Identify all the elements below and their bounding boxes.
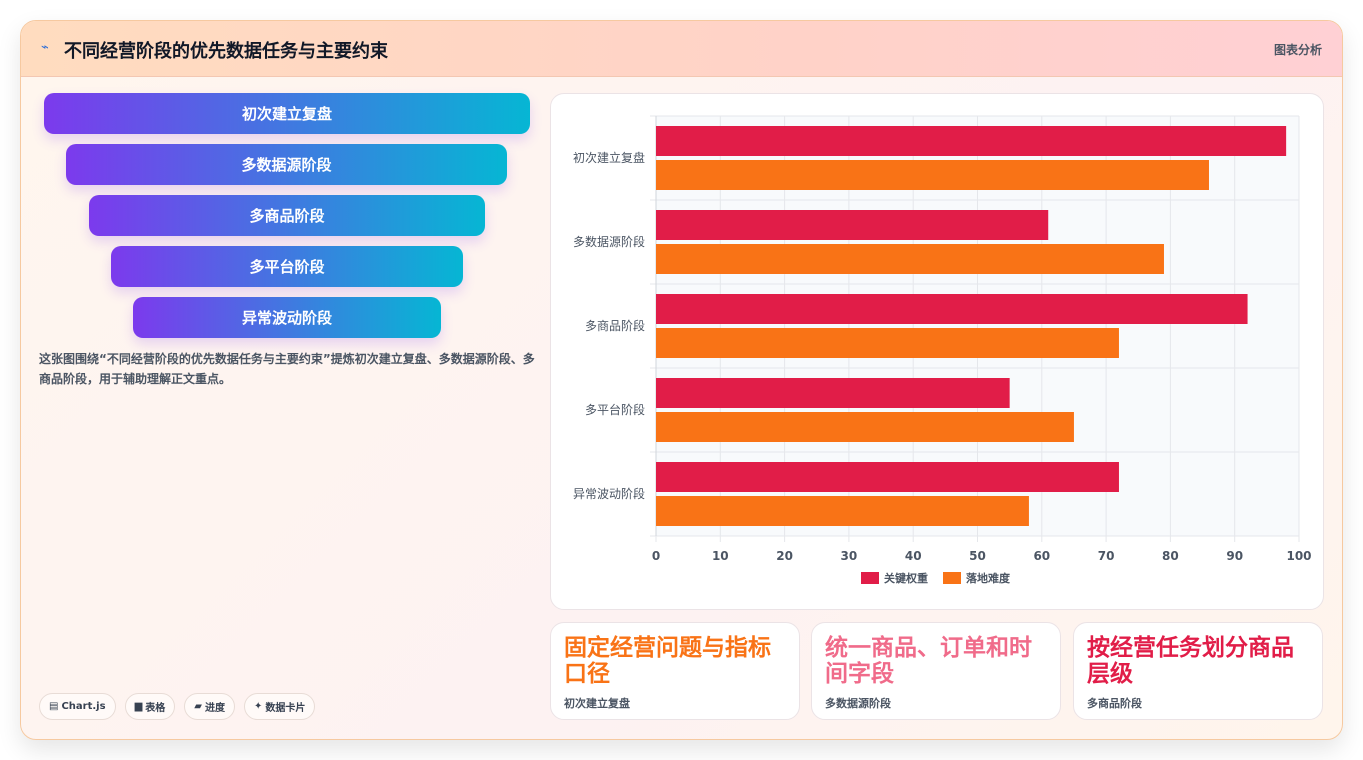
y-tick-label: 初次建立复盘 xyxy=(573,150,645,165)
feature-chips: ▤ Chart.js ▆ 表格 ▰ 进度 ✦ 数据卡片 xyxy=(39,693,316,720)
bar xyxy=(656,294,1248,324)
y-tick-label: 多平台阶段 xyxy=(585,402,645,417)
funnel-step: 初次建立复盘 xyxy=(44,93,530,134)
chart-icon: ▤ xyxy=(49,701,59,712)
main-card: ⌁ 不同经营阶段的优先数据任务与主要约束 图表分析 初次建立复盘 多数据源阶段 … xyxy=(20,20,1343,740)
funnel-step: 多数据源阶段 xyxy=(66,144,507,185)
sparkle-icon: ✦ xyxy=(253,701,263,712)
progress-icon: ▰ xyxy=(194,701,202,712)
chip-data-card[interactable]: ✦ 数据卡片 xyxy=(243,693,316,720)
stat-card-title: 固定经营问题与指标口径 xyxy=(564,635,771,687)
x-tick-label: 70 xyxy=(1098,549,1115,563)
stat-card-subtitle: 多数据源阶段 xyxy=(825,697,891,710)
bar xyxy=(656,412,1074,442)
y-tick-label: 多数据源阶段 xyxy=(573,234,645,249)
header: ⌁ 不同经营阶段的优先数据任务与主要约束 图表分析 xyxy=(21,21,1342,77)
chip-label: 数据卡片 xyxy=(265,703,306,714)
y-tick-label: 异常波动阶段 xyxy=(573,486,645,501)
legend-label: 关键权重 xyxy=(884,571,928,585)
description: 这张图围绕“不同经营阶段的优先数据任务与主要约束”提炼初次建立复盘、多数据源阶段… xyxy=(39,352,535,386)
bar xyxy=(656,328,1119,358)
chip-label: 表格 xyxy=(145,703,166,714)
legend-swatch xyxy=(861,572,879,584)
funnel-step: 异常波动阶段 xyxy=(133,297,441,338)
legend-swatch xyxy=(943,572,961,584)
bar xyxy=(656,244,1164,274)
bar xyxy=(656,496,1029,526)
bar xyxy=(656,160,1209,190)
x-tick-label: 40 xyxy=(905,549,922,563)
stat-card: 统一商品、订单和时间字段 多数据源阶段 xyxy=(811,622,1061,720)
stat-card-subtitle: 多商品阶段 xyxy=(1087,697,1142,710)
chip-label: 进度 xyxy=(204,703,225,714)
stat-card: 按经营任务划分商品层级 多商品阶段 xyxy=(1073,622,1323,720)
x-tick-label: 60 xyxy=(1033,549,1050,563)
x-tick-label: 0 xyxy=(652,549,660,563)
chart-panel: 0 10 20 30 40 50 60 70 80 90 100 初次建立复盘 多数据源阶段多商品阶段多… xyxy=(550,93,1324,610)
x-tick-label: 10 xyxy=(712,549,729,563)
x-tick-label: 20 xyxy=(776,549,793,563)
bar-chart: 0 10 20 30 40 50 60 70 80 90 100 初次建立复盘多数据源阶段多商品阶段多… xyxy=(573,115,1312,585)
y-tick-label: 多商品阶段 xyxy=(585,318,645,333)
chip-progress[interactable]: ▰ 进度 xyxy=(184,693,235,720)
stat-card-title: 统一商品、订单和时间字段 xyxy=(825,635,1032,687)
chip-label: Chart.js xyxy=(61,701,106,712)
bar xyxy=(656,210,1049,240)
x-tick-label: 80 xyxy=(1162,549,1179,563)
page-title: 不同经营阶段的优先数据任务与主要约束 xyxy=(64,41,388,62)
stat-card: 固定经营问题与指标口径 初次建立复盘 xyxy=(550,622,800,720)
x-tick-label: 100 xyxy=(1286,549,1311,563)
stat-card-title: 按经营任务划分商品层级 xyxy=(1087,635,1294,687)
legend-label: 落地难度 xyxy=(966,571,1011,585)
chart-analysis-tag: 图表分析 xyxy=(1273,43,1322,57)
funnel-step: 多平台阶段 xyxy=(111,246,463,287)
bar xyxy=(656,126,1287,156)
chip-chartjs[interactable]: ▤ Chart.js xyxy=(39,693,116,720)
funnel-step: 多商品阶段 xyxy=(89,195,485,236)
x-tick-label: 50 xyxy=(969,549,986,563)
chip-table[interactable]: ▆ 表格 xyxy=(124,693,176,720)
trend-line-icon: ⌁ xyxy=(41,40,49,55)
bar xyxy=(656,462,1119,492)
bar xyxy=(656,378,1010,408)
x-tick-label: 30 xyxy=(841,549,858,563)
table-icon: ▆ xyxy=(134,701,143,712)
stat-card-subtitle: 初次建立复盘 xyxy=(564,697,630,710)
x-tick-label: 90 xyxy=(1226,549,1243,563)
